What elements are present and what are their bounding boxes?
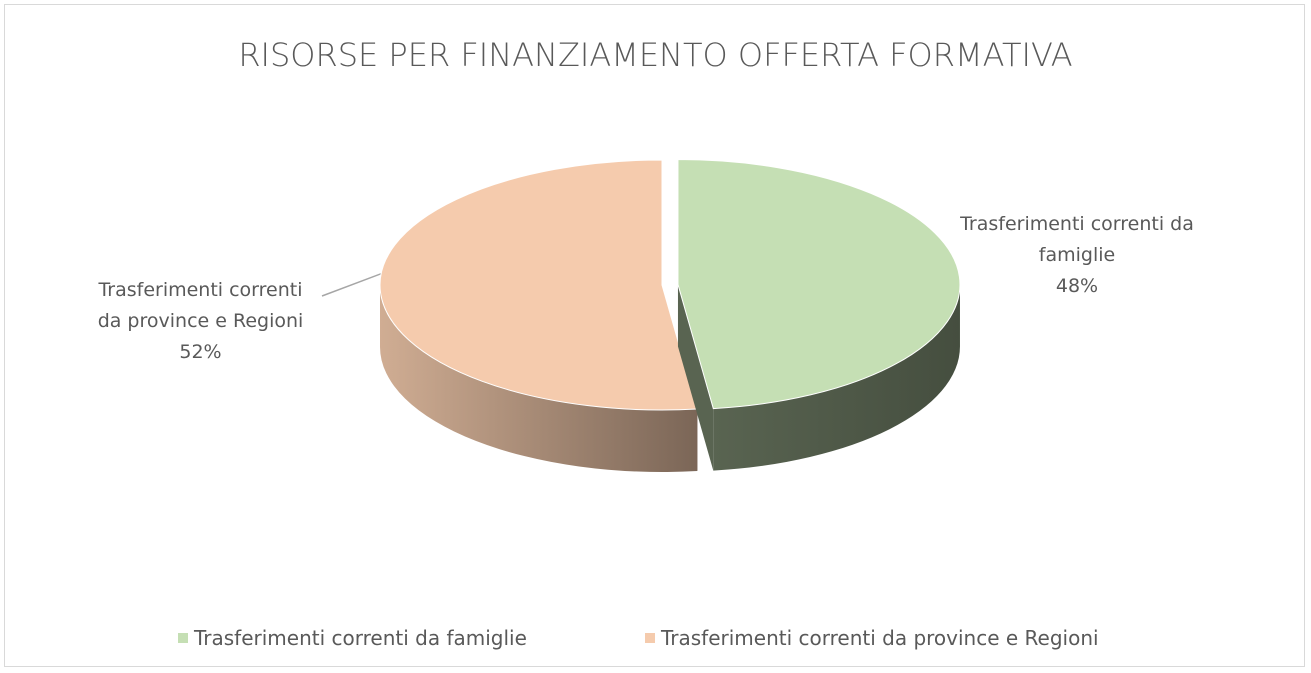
- chart-title: RISORSE PER FINANZIAMENTO OFFERTA FORMAT…: [238, 36, 1073, 74]
- legend-label: Trasferimenti correnti da province e Reg…: [661, 626, 1099, 650]
- data-label-value: 52%: [179, 341, 222, 363]
- legend-item: Trasferimenti correnti da province e Reg…: [645, 626, 1099, 650]
- data-label: Trasferimenti correnti da famiglie 48%: [952, 209, 1202, 302]
- data-label: Trasferimenti correnti da province e Reg…: [88, 275, 313, 368]
- slice-face: [677, 284, 714, 471]
- legend-swatch: [178, 633, 188, 643]
- data-label-name: Trasferimenti correnti da famiglie: [960, 213, 1194, 266]
- data-label-name: Trasferimenti correnti da province e Reg…: [97, 279, 304, 332]
- legend-item: Trasferimenti correnti da famiglie: [178, 626, 527, 650]
- slice: [379, 159, 698, 411]
- slice: [677, 159, 961, 410]
- legend-label: Trasferimenti correnti da famiglie: [194, 626, 527, 650]
- chart-frame: [4, 4, 1305, 667]
- slice-side: [713, 284, 960, 471]
- slice-side: [380, 285, 698, 473]
- leader-line: [321, 272, 384, 297]
- legend-swatch: [645, 633, 655, 643]
- data-label-value: 48%: [1055, 275, 1099, 297]
